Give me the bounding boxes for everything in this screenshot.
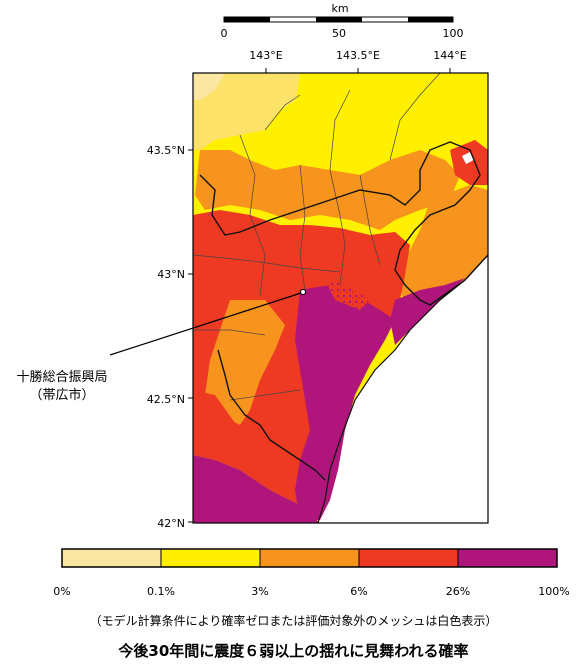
legend-label-5: 100% bbox=[538, 585, 569, 598]
subprefecture-boundary-west bbox=[217, 349, 326, 481]
scale-tick-0: 0 bbox=[221, 27, 228, 40]
zone-orange-west bbox=[205, 300, 285, 425]
lat-label-42: 42°N bbox=[157, 517, 185, 530]
coastline bbox=[317, 254, 488, 523]
lon-label-143: 143°E bbox=[249, 49, 282, 62]
figure-title: 今後30年間に震度６弱以上の揺れに見舞われる確率 bbox=[118, 642, 469, 660]
legend-note: （モデル計算条件により確率ゼロまたは評価対象外のメッシュは白色表示） bbox=[89, 614, 498, 628]
lat-label-42-5: 42.5°N bbox=[147, 393, 185, 406]
zone-red-southwest bbox=[193, 390, 250, 455]
legend-label-3: 6% bbox=[350, 585, 367, 598]
legend-swatch-2 bbox=[260, 549, 359, 567]
subprefecture-boundary-north bbox=[199, 141, 488, 306]
callout-city: （帯広市） bbox=[29, 387, 94, 403]
white-mesh bbox=[462, 152, 474, 164]
scale-tick-50: 50 bbox=[332, 27, 346, 40]
legend-swatch-0 bbox=[62, 549, 161, 567]
legend-label-0: 0% bbox=[53, 585, 70, 598]
legend: 0% 0.1% 3% 6% 26% 100% bbox=[53, 548, 570, 598]
zone-orange-north bbox=[195, 150, 460, 230]
lon-label-143-5: 143.5°E bbox=[336, 49, 380, 62]
legend-label-1: 0.1% bbox=[147, 585, 175, 598]
municipal-boundaries bbox=[193, 73, 441, 401]
legend-swatch-4 bbox=[458, 549, 557, 567]
hazard-map bbox=[193, 73, 488, 523]
callout-name: 十勝総合振興局 bbox=[16, 370, 107, 385]
zone-pale-yellow bbox=[193, 73, 300, 150]
zone-pale bbox=[193, 73, 225, 100]
scale-unit: km bbox=[331, 2, 348, 15]
zone-purple-south bbox=[193, 455, 320, 523]
map-frame bbox=[192, 72, 489, 524]
zone-mixed bbox=[325, 280, 370, 310]
legend-swatch-3 bbox=[359, 549, 458, 567]
map-frame-ticks bbox=[188, 68, 451, 523]
lat-label-43: 43°N bbox=[157, 268, 185, 281]
lon-label-144: 144°E bbox=[433, 49, 466, 62]
legend-label-2: 3% bbox=[251, 585, 268, 598]
legend-label-4: 26% bbox=[446, 585, 470, 598]
zone-orange-east bbox=[400, 185, 488, 315]
scale-tick-100: 100 bbox=[443, 27, 464, 40]
callout-leader-line bbox=[109, 292, 302, 356]
lat-label-43-5: 43.5°N bbox=[147, 144, 185, 157]
legend-frame bbox=[61, 548, 558, 568]
zone-purple-coast bbox=[390, 278, 465, 345]
scale-bar: km 0 50 100 bbox=[221, 2, 464, 40]
legend-swatch-1 bbox=[161, 549, 260, 567]
obihiro-marker bbox=[300, 289, 306, 295]
zone-purple-river bbox=[295, 285, 395, 520]
sea-area bbox=[318, 255, 488, 523]
